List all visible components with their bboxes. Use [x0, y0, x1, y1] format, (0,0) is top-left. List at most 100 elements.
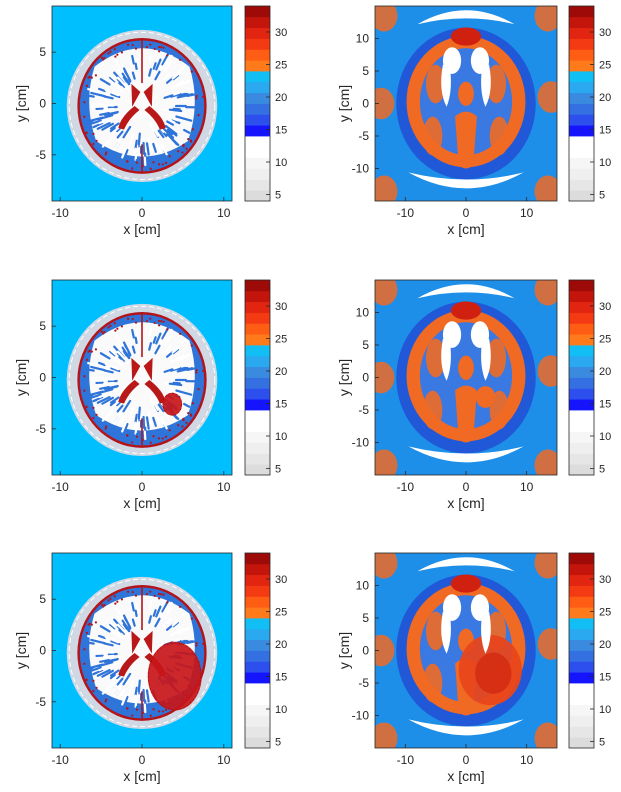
colorbar-band: [245, 136, 270, 148]
sulcus: [122, 148, 129, 162]
recon-white-blob: [442, 594, 462, 621]
scalp-line: [68, 31, 216, 181]
vessel-dot: [126, 707, 129, 710]
colorbar-tick-label: 30: [275, 574, 287, 586]
vessel-dot: [134, 47, 138, 50]
colorbar-band: [245, 312, 270, 324]
recon-hot-spot: [486, 64, 507, 104]
recon-hot-spot: [458, 81, 474, 106]
colorbar-tick-label: 5: [275, 464, 281, 476]
colorbar-tick-label: 10: [275, 704, 287, 716]
vessel-dot: [166, 601, 169, 604]
vessel-dot: [104, 427, 107, 430]
vessel-dot: [131, 714, 134, 717]
colorbar-tick-label: 10: [599, 431, 611, 443]
sulcus: [172, 107, 181, 111]
y-tick-label: -5: [358, 676, 369, 690]
sulcus: [145, 416, 150, 430]
sulcus: [109, 673, 116, 680]
vessel-dot: [177, 150, 180, 153]
vessel-dot: [92, 142, 95, 146]
colorbar-band: [569, 596, 594, 608]
vessel-dot: [179, 58, 182, 61]
vessel-dot: [102, 605, 105, 608]
vessel-dot: [191, 402, 194, 405]
vessel-dot: [179, 605, 182, 608]
vessel-dot: [153, 321, 156, 325]
vessel-dot: [107, 599, 110, 602]
sulcus: [154, 413, 159, 421]
sulcus: [98, 120, 106, 125]
recon-artifact: [537, 355, 557, 387]
colorbar-band: [245, 38, 270, 50]
sulcus: [176, 79, 191, 88]
sulcus: [109, 112, 126, 121]
colorbar-band: [245, 453, 270, 465]
sulcus: [176, 353, 191, 362]
colorbar-band: [569, 179, 594, 191]
colorbar-band: [245, 81, 270, 94]
sulcus: [109, 122, 120, 130]
sulcus: [131, 601, 135, 612]
y-tick-label: 5: [362, 64, 369, 78]
y-tick-label: -10: [352, 436, 370, 450]
vessel-dot: [135, 161, 139, 164]
vessel-dot: [145, 46, 148, 49]
colorbar-band: [569, 6, 594, 18]
colorbar-band: [245, 464, 270, 476]
vessel-dot: [185, 147, 188, 150]
vessel-dot: [114, 602, 117, 605]
vessel-dot: [102, 58, 105, 61]
sulcus: [101, 396, 114, 405]
sulcus: [122, 67, 132, 82]
ventricle: [131, 83, 141, 107]
colorbar-band: [569, 49, 594, 61]
ventricle: [144, 105, 166, 130]
sulcus: [107, 624, 121, 635]
y-tick-label: -5: [35, 695, 46, 709]
sulcus: [111, 357, 124, 367]
sulcus: [109, 396, 120, 404]
vessel-dot: [191, 128, 194, 131]
sulcus: [120, 415, 125, 424]
recon-white-blob: [441, 338, 451, 381]
colorbar-band: [245, 377, 270, 389]
vessel-dot: [114, 55, 117, 58]
sulcus: [104, 636, 120, 644]
colorbar-band: [569, 585, 594, 597]
sulcus: [110, 640, 121, 646]
vessel-dot: [157, 45, 161, 49]
vessel-dot: [182, 143, 185, 146]
sulcus: [165, 54, 173, 65]
x-tick-label: 10: [217, 206, 231, 220]
colorbar-band: [245, 693, 270, 706]
vessel-dot: [161, 163, 164, 166]
vessel-dot: [152, 161, 155, 164]
colorbar-band: [245, 125, 270, 137]
vessel-dot: [126, 317, 130, 320]
vessel-dot: [104, 153, 107, 156]
colorbar-band: [245, 16, 270, 29]
colorbar-tick-label: 20: [275, 92, 287, 104]
sulcus: [87, 88, 101, 94]
vessel-dot: [152, 708, 155, 711]
colorbar-tick-label: 5: [275, 190, 281, 202]
sulcus: [116, 135, 123, 142]
y-tick-label: 0: [362, 371, 369, 385]
sulcus: [131, 328, 135, 339]
recon-artifact: [534, 553, 557, 579]
sulcus: [175, 115, 193, 122]
sulcus: [97, 361, 107, 367]
sulcus: [154, 617, 161, 628]
lesion: [147, 641, 202, 711]
x-tick-label: 10: [520, 480, 534, 494]
colorbar-band: [245, 704, 270, 716]
sulcus: [171, 389, 182, 395]
x-axis-label: x [cm]: [123, 768, 160, 784]
vessel-dot: [190, 617, 193, 620]
recon-hot-spot: [486, 338, 507, 378]
sulcus: [149, 397, 158, 413]
colorbar-band: [245, 618, 270, 630]
colorbar-tick-label: 25: [275, 60, 287, 72]
colorbar-band: [569, 553, 594, 565]
